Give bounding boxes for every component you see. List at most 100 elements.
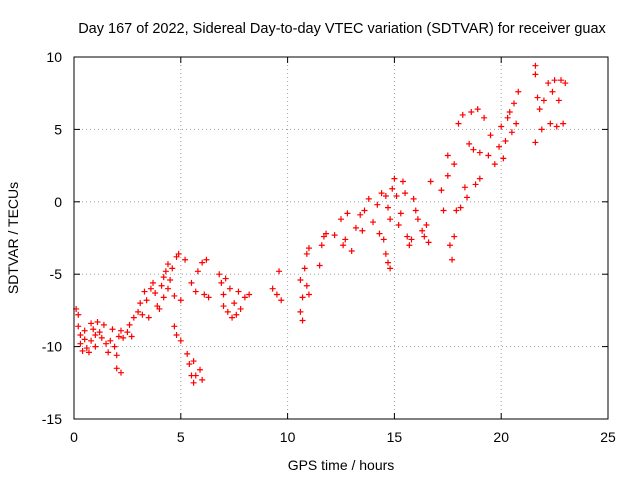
data-point	[382, 250, 389, 257]
data-point	[457, 204, 464, 211]
data-point	[496, 143, 503, 150]
data-point	[338, 216, 344, 223]
data-point	[547, 120, 554, 127]
data-point	[173, 332, 180, 339]
data-point	[75, 323, 82, 330]
data-point	[162, 268, 169, 275]
data-point	[303, 250, 310, 257]
data-point	[399, 178, 406, 185]
data-point	[438, 187, 445, 194]
data-point	[540, 97, 547, 104]
data-point	[455, 120, 462, 127]
data-point	[190, 379, 197, 386]
data-point	[404, 233, 411, 240]
data-point	[120, 334, 127, 341]
data-point	[199, 376, 206, 383]
x-tick-label: 20	[493, 429, 509, 445]
data-point	[152, 290, 159, 297]
data-point	[419, 227, 426, 234]
data-point	[182, 256, 189, 263]
data-point	[220, 303, 227, 310]
data-point	[201, 291, 208, 298]
data-point	[359, 227, 366, 234]
data-point	[222, 275, 229, 282]
data-point	[470, 146, 477, 153]
data-point	[485, 152, 492, 159]
data-point	[464, 194, 471, 201]
data-point	[553, 123, 560, 130]
data-point	[235, 288, 242, 295]
data-point	[389, 185, 396, 192]
data-point	[316, 262, 323, 269]
data-point	[395, 221, 402, 228]
y-tick-label: -15	[42, 411, 62, 427]
data-point	[158, 282, 165, 289]
data-point	[453, 207, 460, 214]
chart-title: Day 167 of 2022, Sidereal Day-to-day VTE…	[78, 21, 606, 37]
data-point	[421, 233, 428, 240]
data-point	[502, 137, 509, 144]
data-point	[299, 317, 306, 324]
data-point	[446, 242, 453, 249]
data-point	[384, 204, 391, 211]
plot-frame	[73, 56, 609, 420]
data-point	[220, 291, 227, 298]
data-point	[128, 333, 135, 340]
data-point	[156, 305, 163, 312]
data-point	[331, 232, 338, 239]
data-point	[188, 279, 195, 286]
data-point	[105, 349, 112, 356]
data-point	[192, 288, 199, 295]
data-point	[184, 350, 191, 357]
data-point	[164, 261, 171, 268]
y-axis-label: SDTVAR / TECUs	[5, 182, 21, 294]
data-point	[216, 271, 223, 278]
data-point	[476, 149, 483, 156]
data-point	[92, 343, 99, 350]
data-point	[96, 329, 103, 336]
data-point	[481, 114, 488, 121]
data-point	[273, 291, 280, 298]
data-points	[73, 62, 569, 386]
x-tick-label: 10	[280, 429, 296, 445]
data-point	[147, 285, 154, 292]
data-point	[408, 236, 415, 243]
data-point	[410, 195, 417, 202]
data-point	[135, 308, 142, 315]
data-point	[340, 242, 347, 249]
data-point	[237, 305, 244, 312]
data-point	[143, 297, 150, 304]
data-point	[175, 250, 182, 257]
data-point	[500, 155, 507, 162]
data-point	[378, 190, 385, 197]
data-point	[107, 337, 114, 344]
data-point	[303, 282, 310, 289]
data-point	[513, 120, 520, 127]
data-point	[370, 219, 377, 226]
data-point	[83, 345, 90, 352]
data-point	[94, 318, 101, 325]
data-point	[171, 323, 178, 330]
data-point	[515, 88, 522, 95]
data-point	[511, 100, 518, 107]
data-point	[150, 279, 157, 286]
data-point	[269, 285, 276, 292]
data-point	[141, 288, 148, 295]
data-point	[562, 80, 569, 87]
data-point	[113, 352, 120, 359]
data-point	[365, 195, 372, 202]
data-point	[218, 279, 225, 286]
data-point	[241, 294, 248, 301]
data-point	[532, 139, 539, 146]
data-point	[109, 326, 116, 333]
data-point	[130, 314, 137, 321]
data-point	[278, 297, 285, 304]
data-point	[192, 372, 199, 379]
data-point	[387, 216, 394, 223]
data-point	[387, 265, 394, 272]
data-point	[137, 300, 144, 307]
data-point	[124, 329, 131, 336]
data-point	[545, 80, 552, 87]
data-point	[476, 175, 483, 182]
data-point	[427, 178, 434, 185]
